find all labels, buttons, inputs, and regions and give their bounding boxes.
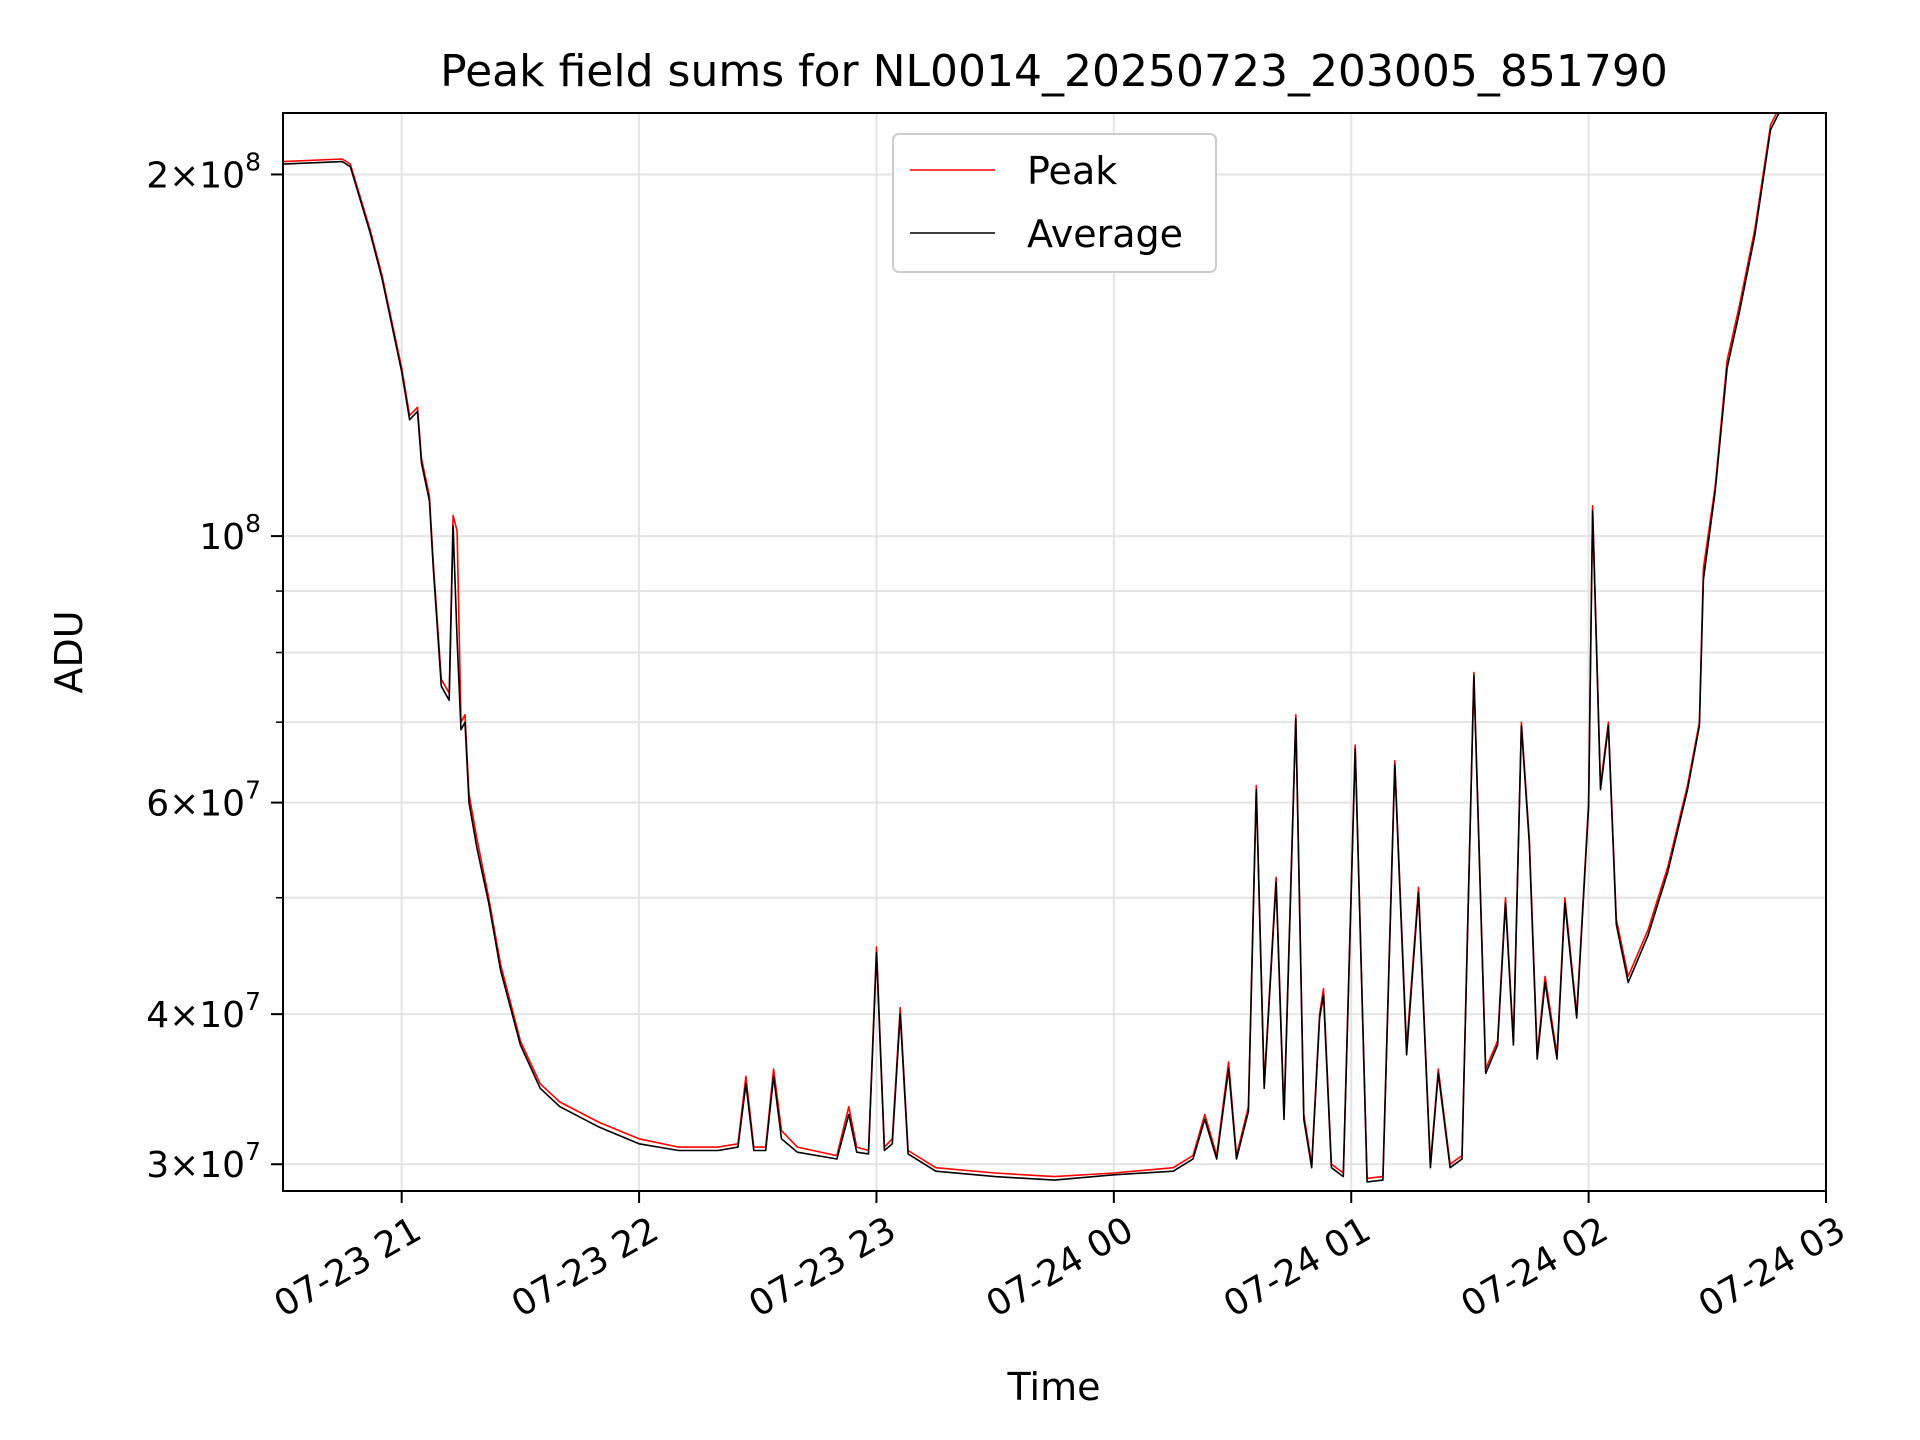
y-tick-exponent: 7	[245, 987, 261, 1016]
y-tick-label: 4×107	[146, 987, 261, 1036]
data-lines	[283, 113, 1780, 1183]
x-tick-label: 07-24 00	[980, 1209, 1141, 1325]
y-tick-exponent: 7	[245, 776, 261, 805]
y-tick-mantissa: 2	[146, 155, 169, 196]
y-tick-mantissa: 3	[146, 1145, 169, 1186]
y-tick-label: 108	[199, 509, 261, 558]
x-tick-label: 07-24 01	[1217, 1209, 1378, 1325]
times-sign: ×10	[169, 1145, 245, 1186]
series-line-average	[283, 113, 1780, 1183]
power-base: 10	[199, 517, 245, 558]
legend-label-average: Average	[1027, 212, 1183, 256]
y-tick-label: 3×107	[146, 1137, 261, 1186]
y-tick-exponent: 8	[245, 147, 261, 176]
x-axis-label: Time	[1007, 1365, 1101, 1409]
x-tick-label: 07-24 02	[1454, 1209, 1615, 1325]
y-tick-label: 2×108	[146, 147, 261, 196]
y-axis-label: ADU	[47, 610, 91, 693]
times-sign: ×10	[169, 784, 245, 825]
x-tick-label: 07-23 22	[505, 1209, 666, 1325]
y-tick-label: 6×107	[146, 776, 261, 825]
legend-box	[892, 133, 1217, 273]
x-tick-label: 07-24 03	[1692, 1209, 1853, 1325]
legend-label-peak: Peak	[1027, 149, 1117, 193]
times-sign: ×10	[169, 995, 245, 1036]
y-tick-mantissa: 4	[146, 995, 169, 1036]
y-tick-mantissa: 6	[146, 784, 169, 825]
y-tick-exponent: 7	[245, 1137, 261, 1166]
x-tick-label: 07-23 21	[268, 1209, 429, 1325]
legend: Peak Average	[892, 133, 1217, 273]
y-tick-exponent: 8	[245, 509, 261, 538]
x-tick-label: 07-23 23	[742, 1209, 903, 1325]
times-sign: ×10	[169, 155, 245, 196]
x-axis: 07-23 21 07-23 22 07-23 23 07-24 00 07-24 01…	[268, 1191, 1853, 1326]
chart-title: Peak field sums for NL0014_20250723_2030…	[440, 46, 1668, 97]
grid	[283, 113, 1827, 1191]
